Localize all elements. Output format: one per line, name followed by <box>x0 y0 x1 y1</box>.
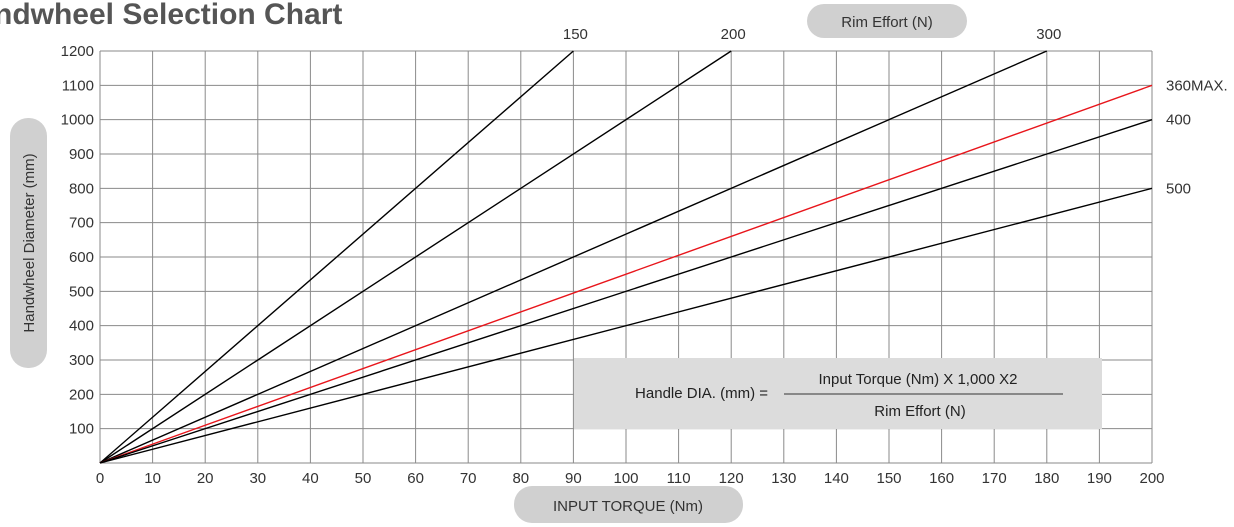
formula-box: Handle DIA. (mm) = Input Torque (Nm) X 1… <box>574 358 1102 429</box>
y-axis-pill-bg <box>10 118 47 368</box>
chart-title: ndwheel Selection Chart <box>0 0 342 31</box>
x-tick-label: 60 <box>407 470 424 487</box>
rim-effort-pill: Rim Effort (N) <box>807 4 967 38</box>
x-tick-label: 10 <box>144 470 161 487</box>
series-label-300: 300 <box>1036 26 1061 43</box>
series-labels: 150 200 300 360MAX. 400 500 <box>563 26 1228 197</box>
x-tick-label: 110 <box>667 470 691 487</box>
formula-numerator: Input Torque (Nm) X 1,000 X2 <box>819 371 1018 388</box>
series-line-360max <box>99 84 1153 464</box>
x-tick-label: 190 <box>1087 470 1112 487</box>
rim-effort-pill-bg <box>807 4 967 38</box>
series-line-200 <box>99 50 732 464</box>
x-tick-label: 80 <box>512 470 529 487</box>
y-axis-pill: Handwheel Diameter (mm) <box>10 118 47 368</box>
x-tick-label: 30 <box>249 470 266 487</box>
series-label-150: 150 <box>563 26 588 43</box>
x-tick-label: 150 <box>876 470 901 487</box>
x-tick-label: 180 <box>1034 470 1059 487</box>
y-tick-labels: 100 200 300 400 500 600 700 800 900 1000 1100 1200 <box>61 43 94 438</box>
y-tick-label: 900 <box>69 146 94 163</box>
formula-lhs: Handle DIA. (mm) = <box>635 385 768 402</box>
y-tick-label: 700 <box>69 215 94 232</box>
x-tick-labels: 0 10 20 30 40 50 60 70 80 90 100 110 120 130 140 150 160… <box>96 470 1165 487</box>
series-lines <box>99 50 1153 464</box>
x-tick-label: 160 <box>929 470 954 487</box>
series-label-400: 400 <box>1166 112 1191 129</box>
y-tick-label: 500 <box>69 283 94 300</box>
y-tick-label: 200 <box>69 386 94 403</box>
x-tick-label: 200 <box>1139 470 1164 487</box>
rim-effort-label: Rim Effort (N) <box>841 14 932 31</box>
y-axis-label: Handwheel Diameter (mm) <box>21 153 38 332</box>
x-tick-label: 40 <box>302 470 319 487</box>
series-line-300 <box>99 50 1048 464</box>
x-tick-label: 120 <box>719 470 744 487</box>
y-tick-label: 600 <box>69 249 94 266</box>
series-label-200: 200 <box>721 26 746 43</box>
y-tick-label: 1200 <box>61 43 94 60</box>
x-tick-label: 20 <box>197 470 214 487</box>
y-tick-label: 1000 <box>61 112 94 129</box>
x-axis-pill: INPUT TORQUE (Nm) <box>514 486 743 523</box>
x-axis-label: INPUT TORQUE (Nm) <box>553 498 703 515</box>
series-line-500 <box>99 187 1153 464</box>
series-label-500: 500 <box>1166 180 1191 197</box>
series-line-150 <box>99 50 574 464</box>
x-axis-pill-bg <box>514 486 743 523</box>
x-tick-label: 100 <box>613 470 638 487</box>
x-tick-label: 140 <box>824 470 849 487</box>
y-tick-label: 100 <box>69 421 94 438</box>
series-label-360max: 360MAX. <box>1166 77 1228 94</box>
y-tick-label: 1100 <box>62 77 94 94</box>
x-tick-label: 170 <box>982 470 1007 487</box>
y-tick-label: 300 <box>69 352 94 369</box>
series-line-400 <box>99 119 1153 464</box>
x-tick-label: 70 <box>460 470 477 487</box>
x-tick-label: 130 <box>771 470 796 487</box>
y-tick-label: 400 <box>69 318 94 335</box>
x-tick-label: 90 <box>565 470 582 487</box>
y-tick-label: 800 <box>69 180 94 197</box>
x-tick-label: 50 <box>355 470 372 487</box>
formula-denominator: Rim Effort (N) <box>874 403 965 420</box>
x-tick-label: 0 <box>96 470 104 487</box>
